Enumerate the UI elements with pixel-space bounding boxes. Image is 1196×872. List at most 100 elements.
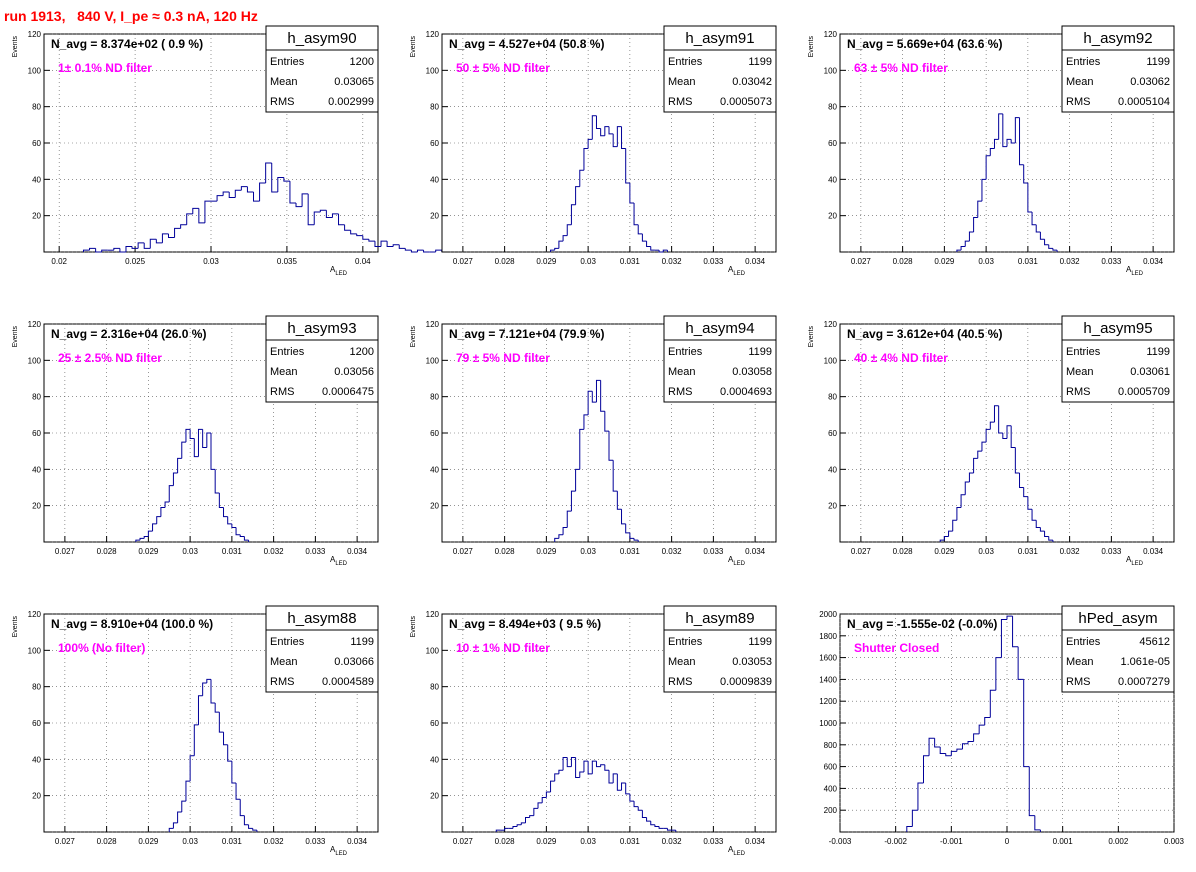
histogram-bin xyxy=(1014,117,1020,143)
histogram-bin xyxy=(172,472,178,486)
y-tick-label: 60 xyxy=(32,719,41,728)
stats-box xyxy=(663,339,777,403)
histogram-bin xyxy=(600,128,605,137)
x-tick-label: 0.027 xyxy=(453,257,474,266)
histogram-bin xyxy=(960,494,966,508)
histogram-bin xyxy=(231,523,237,528)
stats-value: 0.0006475 xyxy=(322,386,374,398)
x-tick-label: 0.029 xyxy=(934,547,955,556)
x-tick-label: -0.003 xyxy=(829,837,852,846)
stats-value: 0.03053 xyxy=(732,656,772,668)
histogram-bin xyxy=(231,761,237,784)
histogram-bin xyxy=(1017,646,1024,680)
stats-box xyxy=(265,49,379,113)
histogram-bin xyxy=(248,824,253,829)
stats-label: Entries xyxy=(668,636,703,648)
stats-value: 1199 xyxy=(1146,346,1170,358)
histogram-bin xyxy=(259,182,266,202)
histogram-bin xyxy=(181,441,186,459)
y-tick-label: 1200 xyxy=(819,697,837,706)
navg-text: N_avg = 4.527e+04 (50.8 %) xyxy=(449,37,604,51)
histogram-bin xyxy=(562,757,568,771)
navg-text: N_avg = 7.121e+04 (79.9 %) xyxy=(449,327,604,341)
y-tick-label: 80 xyxy=(430,103,439,112)
histogram-bin xyxy=(356,233,363,237)
histogram-bin xyxy=(307,193,315,226)
histogram-bin xyxy=(998,405,1003,434)
y-tick-label: 20 xyxy=(430,792,439,801)
stats-label: Mean xyxy=(668,76,696,88)
stats-title-box xyxy=(663,605,777,631)
histogram-bin xyxy=(928,737,935,756)
histogram-bin xyxy=(1006,615,1013,620)
stats-value: 45612 xyxy=(1139,636,1170,648)
x-axis-label-subscript: LED xyxy=(1131,561,1143,567)
x-tick-label: 0.034 xyxy=(1143,257,1164,266)
histogram-bin xyxy=(579,169,584,187)
histogram-bin xyxy=(978,724,985,734)
histogram-bin xyxy=(155,239,163,244)
histogram-bin xyxy=(591,115,597,140)
histogram-bin xyxy=(641,810,647,818)
histogram-bin xyxy=(998,113,1003,140)
x-tick-label: 0.028 xyxy=(893,547,914,556)
x-tick-label: 0.032 xyxy=(1060,547,1081,556)
x-axis-label: ALED xyxy=(728,265,746,277)
y-tick-label: 20 xyxy=(828,502,837,511)
stats-label: Mean xyxy=(1066,76,1094,88)
stats-label: Entries xyxy=(270,346,305,358)
stats-value: 0.03058 xyxy=(732,366,772,378)
histogram-bin xyxy=(177,457,182,473)
histogram-bin xyxy=(374,241,382,248)
histogram-bin xyxy=(570,757,576,767)
histogram-bin xyxy=(985,155,991,180)
x-tick-label: 0.034 xyxy=(745,257,766,266)
histogram-bin xyxy=(654,824,660,828)
navg-text: N_avg = 5.669e+04 (63.6 %) xyxy=(847,37,1002,51)
x-tick-label: 0.032 xyxy=(662,547,683,556)
stats-value: 1200 xyxy=(350,56,374,68)
histogram-bin xyxy=(202,682,207,696)
histogram-bin xyxy=(160,506,166,517)
histogram-bin xyxy=(1019,117,1024,166)
histogram-bin xyxy=(583,147,589,171)
x-tick-label: 0.028 xyxy=(97,547,118,556)
x-tick-label: 0.031 xyxy=(620,837,641,846)
stats-label: RMS xyxy=(270,96,294,108)
y-tick-label: 80 xyxy=(32,103,41,112)
histogram-bin xyxy=(956,748,963,752)
stats-value: 0.03062 xyxy=(1130,76,1170,88)
y-tick-label: 600 xyxy=(824,763,838,772)
x-tick-label: 0.027 xyxy=(851,257,872,266)
histogram-bin xyxy=(338,213,345,226)
y-tick-label: 400 xyxy=(824,784,838,793)
stats-label: RMS xyxy=(270,676,294,688)
histogram-bin xyxy=(331,213,339,218)
y-tick-label: 1800 xyxy=(819,632,837,641)
histogram-bin xyxy=(512,826,518,829)
y-tick-label: 20 xyxy=(32,212,41,221)
histogram-bin xyxy=(1010,139,1016,144)
histogram-bin xyxy=(423,250,430,253)
histogram-name: h_asym89 xyxy=(685,610,754,627)
stats-value: 1200 xyxy=(350,346,374,358)
histogram-bin xyxy=(554,773,559,782)
y-tick-label: 80 xyxy=(828,103,837,112)
histogram-bin xyxy=(956,249,962,252)
histogram-bin xyxy=(180,224,187,229)
histogram-bin xyxy=(629,182,635,204)
y-tick-label: 40 xyxy=(32,465,41,474)
navg-text: N_avg = -1.555e-02 (-0.0%) xyxy=(847,617,997,631)
histogram-bin xyxy=(621,782,626,791)
y-tick-label: 60 xyxy=(828,429,837,438)
histogram-bin xyxy=(240,186,248,191)
stats-label: RMS xyxy=(668,96,692,108)
y-tick-label: 20 xyxy=(32,792,41,801)
x-tick-label: 0.03 xyxy=(182,547,198,556)
histogram-bin xyxy=(566,224,572,236)
histogram-bin xyxy=(265,162,272,183)
y-tick-label: 40 xyxy=(828,175,837,184)
histogram-bin xyxy=(193,724,199,756)
stats-title-box xyxy=(265,315,379,341)
histogram-bin xyxy=(197,695,203,725)
